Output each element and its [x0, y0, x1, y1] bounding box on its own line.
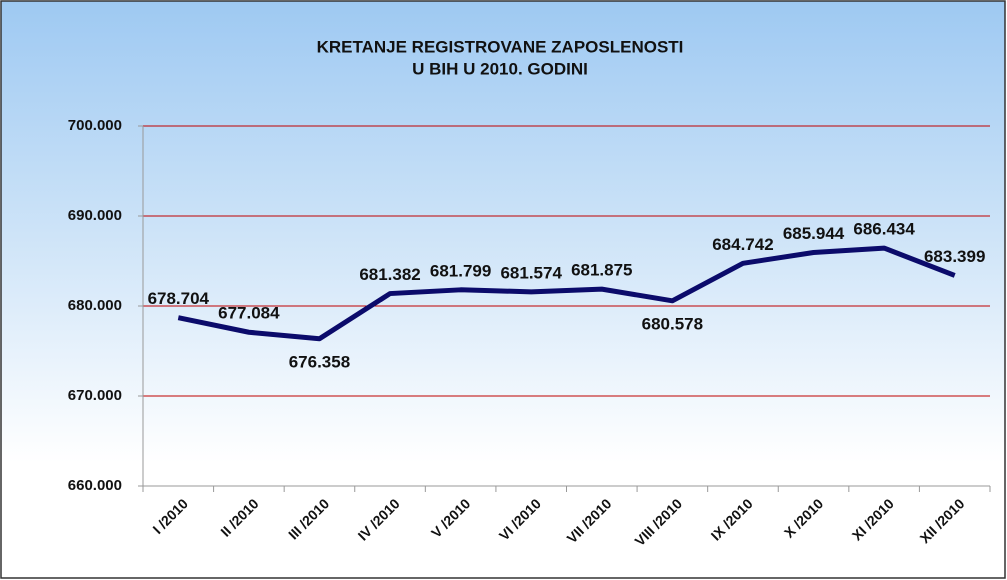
data-label: 677.084 — [218, 304, 280, 323]
y-tick-label: 660.000 — [68, 477, 122, 494]
data-label: 685.944 — [783, 224, 845, 243]
data-label: 683.399 — [924, 247, 985, 266]
data-label: 684.742 — [712, 235, 773, 254]
y-tick-label: 700.000 — [68, 117, 122, 134]
data-label: 678.704 — [148, 289, 210, 308]
y-tick-label: 690.000 — [68, 207, 122, 224]
data-label: 681.875 — [571, 261, 632, 280]
data-label: 681.574 — [500, 263, 562, 282]
y-tick-label: 680.000 — [68, 297, 122, 314]
chart-title: U BIH U 2010. GODINI — [412, 59, 588, 78]
data-label: 680.578 — [642, 314, 703, 333]
data-label: 686.434 — [853, 220, 915, 239]
data-label: 676.358 — [289, 352, 350, 371]
data-label: 681.382 — [359, 265, 420, 284]
data-label: 681.799 — [430, 261, 491, 280]
y-tick-label: 670.000 — [68, 387, 122, 404]
line — [177, 245, 956, 342]
chart-title: KRETANJE REGISTROVANE ZAPOSLENOSTI — [317, 37, 684, 56]
